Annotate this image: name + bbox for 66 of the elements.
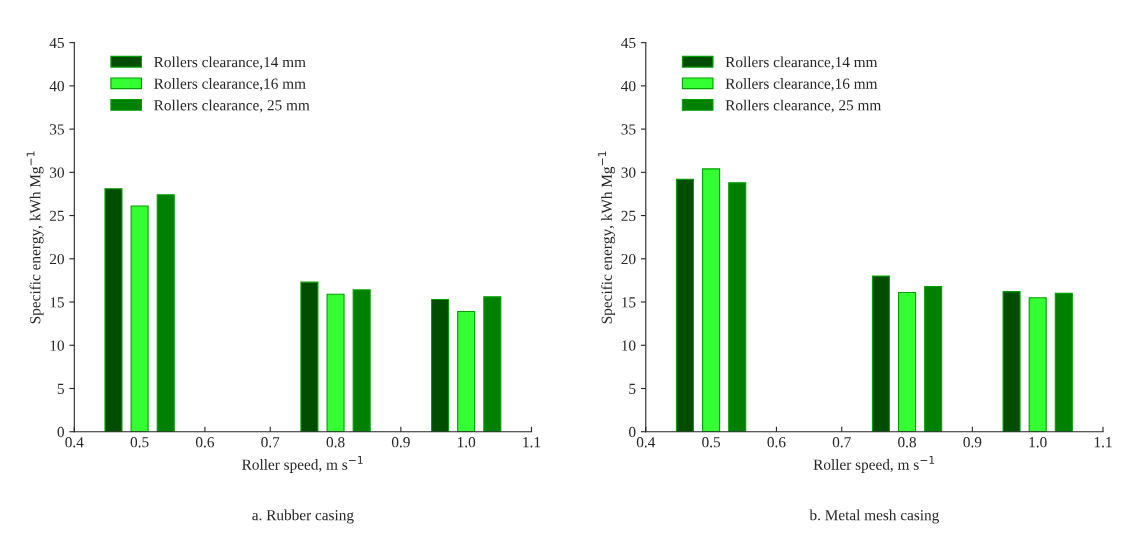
- y-tick-label: 15: [50, 297, 64, 308]
- x-axis-title: Roller speed, m s$^{−1}$: [813, 456, 935, 473]
- y-tick-label: 20: [621, 253, 636, 265]
- bar: [156, 194, 175, 432]
- y-tick-label: 25: [49, 210, 64, 222]
- bar: [130, 205, 149, 432]
- x-tick-label: 0.4: [65, 437, 84, 448]
- x-tick-label: 0.8: [326, 437, 345, 448]
- x-tick-label: 1.0: [457, 437, 476, 448]
- y-tick-label: 5: [57, 383, 64, 394]
- text: a. Rubber casing: [252, 509, 354, 524]
- x-tick-label: 0.5: [702, 437, 721, 448]
- y-axis-title: Specific energy, kWh Mg$^{−1}$: [26, 151, 44, 324]
- bar: [871, 275, 890, 432]
- bar: [898, 291, 917, 432]
- x-tick-label: 0.9: [391, 437, 410, 448]
- y-tick-label: 15: [622, 297, 636, 308]
- x-tick-label: 1.1: [523, 437, 541, 448]
- x-tick-label: 0.6: [195, 437, 215, 448]
- bar: [675, 178, 695, 432]
- legend-label: Rollers clearance,14 mm: [725, 56, 878, 70]
- y-tick-label: 0: [629, 426, 636, 438]
- text: b. Metal mesh casing: [809, 509, 940, 524]
- legend-label: Rollers clearance, 25 mm: [725, 99, 882, 113]
- legend-label: Rollers clearance,16 mm: [154, 78, 306, 92]
- x-tick-label: 0.9: [963, 437, 982, 448]
- y-tick-label: 40: [49, 81, 64, 92]
- bar: [431, 298, 450, 432]
- y-tick-label: 45: [49, 37, 64, 49]
- y-tick-label: 45: [621, 37, 636, 49]
- bar: [728, 182, 747, 432]
- y-tick-label: 20: [49, 253, 64, 265]
- x-tick-label: 0.5: [130, 437, 149, 448]
- bar: [702, 168, 721, 432]
- bar: [483, 296, 502, 432]
- x-tick-label: 0.4: [636, 437, 656, 448]
- bar: [1002, 291, 1021, 432]
- bar: [1054, 292, 1073, 432]
- bar: [300, 281, 319, 432]
- y-tick-label: 5: [629, 383, 636, 394]
- y-tick-label: 30: [621, 167, 636, 178]
- bar: [326, 293, 345, 432]
- y-tick-label: 25: [621, 210, 636, 222]
- x-axis-title: Roller speed, m s$^{−1}$: [242, 456, 363, 473]
- y-tick-label: 30: [50, 167, 64, 178]
- bar: [457, 310, 476, 432]
- bar: [1028, 297, 1047, 432]
- y-tick-label: 40: [621, 81, 636, 92]
- bar: [924, 285, 943, 432]
- x-tick-label: 0.8: [898, 437, 917, 448]
- x-tick-label: 1.1: [1094, 437, 1112, 448]
- legend-label: Rollers clearance, 25 mm: [154, 99, 310, 113]
- legend-label: Rollers clearance,14 mm: [154, 56, 306, 70]
- y-tick-label: 0: [57, 426, 64, 438]
- bar: [104, 188, 123, 432]
- x-tick-label: 0.6: [767, 437, 786, 448]
- y-tick-label: 10: [50, 340, 64, 351]
- y-axis-title: Specific energy, kWh Mg$^{−1}$: [598, 151, 616, 324]
- x-tick-label: 1.0: [1029, 437, 1047, 448]
- y-tick-label: 35: [621, 124, 636, 135]
- y-tick-label: 35: [50, 124, 64, 135]
- x-tick-label: 0.7: [261, 437, 280, 448]
- bar: [352, 289, 371, 432]
- y-tick-label: 10: [622, 340, 636, 351]
- legend-label: Rollers clearance,16 mm: [725, 78, 878, 92]
- x-tick-label: 0.7: [832, 437, 851, 448]
